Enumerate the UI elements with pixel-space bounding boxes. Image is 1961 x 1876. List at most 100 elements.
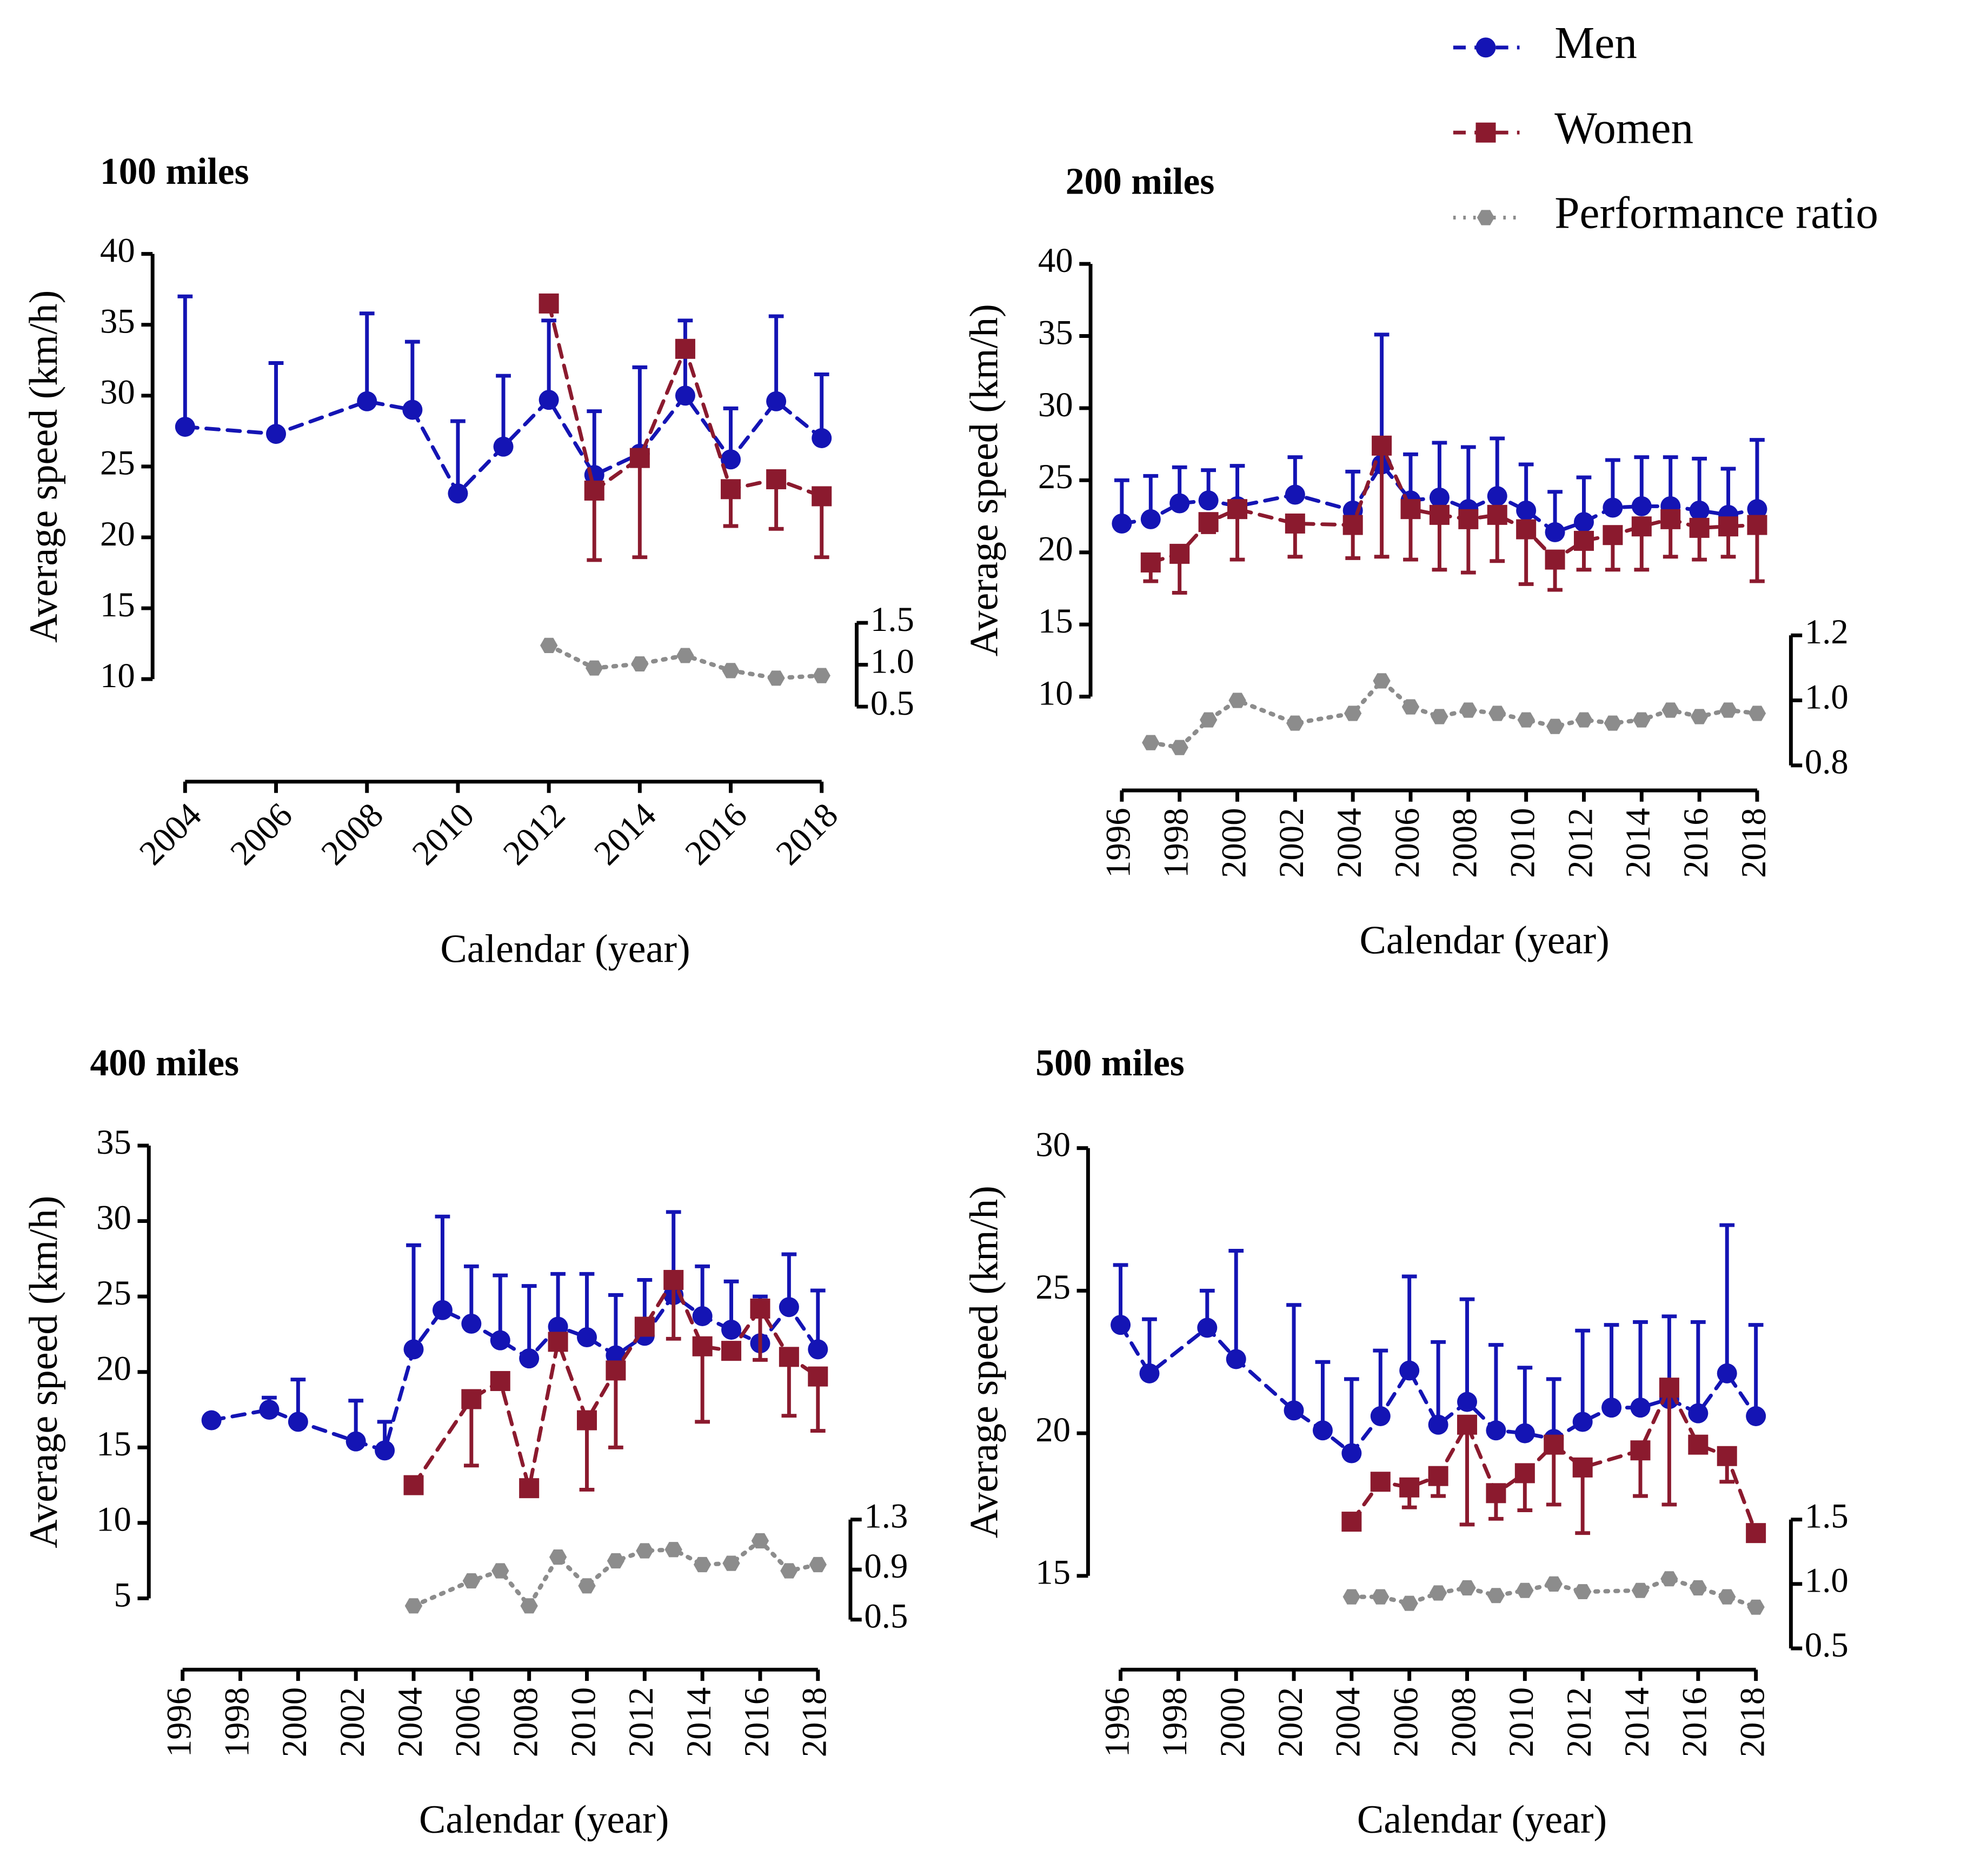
error-bar	[1401, 1274, 1417, 1371]
marker	[1689, 517, 1710, 538]
y-tick-label: 20	[1035, 1411, 1071, 1449]
x-tick-label: 2006	[1387, 1687, 1426, 1758]
error-bar	[1488, 1343, 1504, 1431]
y-tick-label: 30	[96, 1198, 131, 1237]
error-bar	[1374, 445, 1390, 559]
marker	[779, 1297, 799, 1318]
x-tick-label: 2004	[1330, 808, 1369, 878]
marker	[1630, 1398, 1651, 1418]
marker	[751, 1533, 769, 1549]
marker	[1545, 1576, 1563, 1592]
y-axis-title: Average speed (km/h)	[962, 1186, 1006, 1538]
marker	[1285, 484, 1305, 505]
error-bar	[1459, 1425, 1475, 1527]
marker	[578, 1578, 596, 1594]
marker	[201, 1410, 222, 1431]
marker	[1428, 1414, 1448, 1435]
legend-label: Men	[1554, 18, 1637, 68]
error-bar	[579, 1420, 595, 1492]
marker	[540, 637, 558, 654]
marker	[1372, 1589, 1390, 1605]
legend: Men Women Performance ratio	[1453, 18, 1878, 238]
x-tick-label: 2000	[1214, 808, 1253, 878]
marker	[1690, 709, 1709, 724]
marker	[461, 1389, 482, 1409]
marker	[1140, 509, 1161, 529]
marker	[462, 1573, 481, 1589]
x-tick-label: 2018	[768, 796, 845, 873]
error-bar	[1517, 1366, 1533, 1434]
x-tick-label: 2004	[132, 796, 209, 873]
marker	[1429, 1585, 1447, 1601]
marker	[1717, 1363, 1737, 1383]
marker	[631, 656, 649, 672]
marker	[1487, 486, 1507, 507]
marker	[1688, 1434, 1709, 1455]
x-tick-label: 2006	[223, 796, 300, 873]
error-bar	[608, 1293, 623, 1356]
marker	[692, 1336, 713, 1356]
marker	[722, 1555, 740, 1571]
error-bar	[450, 419, 466, 494]
legend-marker	[1477, 210, 1495, 225]
y-axis-title: Average speed (km/h)	[22, 1196, 66, 1548]
marker	[490, 1371, 510, 1391]
marker	[1428, 1466, 1448, 1486]
marker	[629, 448, 650, 468]
y-tick-label: 5	[114, 1575, 131, 1614]
marker	[1400, 499, 1421, 520]
marker	[448, 483, 468, 504]
marker	[586, 660, 603, 676]
marker	[1487, 504, 1507, 525]
x-tick-label: 2004	[1329, 1687, 1368, 1758]
x-tick-label: 2014	[587, 796, 663, 873]
x-tick-label: 2016	[677, 796, 754, 873]
x-tick-label: 1996	[1098, 1687, 1136, 1758]
error-bar	[493, 1273, 508, 1341]
marker	[1111, 1315, 1131, 1335]
x-tick-label: 2018	[1734, 808, 1773, 878]
marker	[1342, 515, 1363, 535]
marker	[1603, 497, 1623, 518]
marker	[1573, 530, 1594, 551]
marker	[767, 670, 785, 686]
y-axis-title: Average speed (km/h)	[962, 304, 1006, 656]
marker	[1514, 1423, 1535, 1443]
marker	[1516, 519, 1537, 540]
x-tick-label: 2014	[1619, 808, 1658, 878]
x-tick-label: 2014	[1618, 1687, 1657, 1758]
marker	[1312, 1420, 1333, 1441]
marker	[722, 663, 740, 678]
marker	[1198, 490, 1219, 511]
marker	[1459, 702, 1478, 718]
marker	[1458, 509, 1479, 529]
marker	[490, 1330, 510, 1351]
x-tick-label: 2008	[507, 1687, 546, 1758]
error-bar	[608, 1370, 623, 1449]
marker	[1370, 1406, 1391, 1426]
x-tick-label: 1998	[217, 1687, 256, 1758]
x-tick-label: 2016	[737, 1687, 776, 1758]
marker	[1197, 1318, 1218, 1338]
marker	[520, 1598, 538, 1614]
error-bar	[1719, 1223, 1735, 1374]
marker	[1399, 1477, 1420, 1498]
y-tick-label: 20	[100, 515, 135, 554]
marker	[1344, 706, 1362, 721]
marker	[1431, 709, 1448, 724]
error-bar	[587, 490, 602, 562]
error-bar	[587, 409, 602, 475]
y2-tick-label: 0.5	[1805, 1626, 1849, 1665]
error-bar	[1286, 1303, 1301, 1411]
marker	[584, 480, 604, 501]
marker	[345, 1431, 366, 1452]
y2-tick-label: 1.0	[870, 642, 914, 681]
error-bar	[695, 1346, 710, 1424]
marker	[1370, 1472, 1391, 1492]
x-tick-label: 2002	[1271, 1687, 1310, 1758]
error-bar	[579, 1272, 595, 1338]
y-tick-label: 15	[1035, 1553, 1071, 1592]
y-tick-label: 25	[96, 1274, 131, 1313]
